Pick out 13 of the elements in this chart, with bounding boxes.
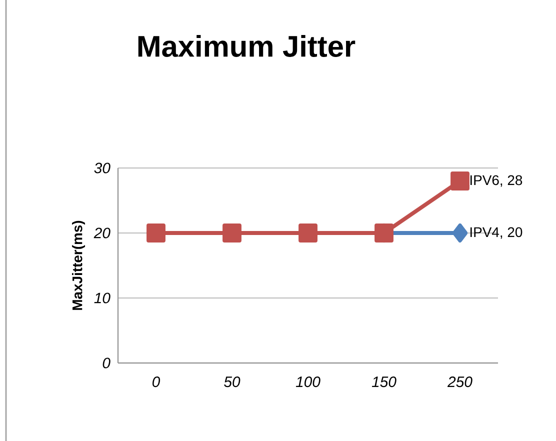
x-tick-label: 100 [296,376,320,388]
y-tick-label: 0 [102,358,110,368]
y-axis-title: MaxJitter(ms) [72,220,86,310]
x-tick-label: 0 [152,376,160,388]
y-tick-label: 10 [94,292,110,304]
annotation: IPV6, 28 [470,175,522,187]
x-tick-label: 250 [447,376,472,388]
x-tick-label: 50 [224,376,240,388]
y-tick-label: 20 [94,228,110,238]
annotation: IPV4, 20 [470,227,522,239]
y-tick-label: 30 [94,162,110,174]
chart-title: Maximum Jitter [138,35,356,57]
x-tick-label: 150 [372,376,396,388]
